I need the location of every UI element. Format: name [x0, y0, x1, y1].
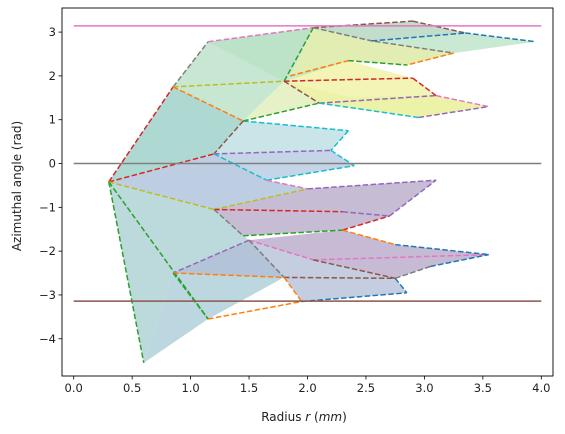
- edge-line-32: [108, 181, 215, 211]
- edge-line-13: [284, 77, 413, 82]
- edge-line-22: [213, 120, 244, 155]
- x-axis-title-unit-close: ): [342, 410, 347, 424]
- region-polygon-1: [108, 153, 308, 210]
- edge-line-9: [289, 59, 349, 77]
- x-axis-title-unit-open: (: [310, 410, 319, 424]
- x-tick-label: 4.0: [532, 381, 550, 395]
- hline-layer: [73, 25, 542, 302]
- edge-line-36: [388, 179, 437, 217]
- edge-line-27: [108, 153, 215, 183]
- edge-line-26: [330, 149, 355, 167]
- x-axis: 0.0 0.5 1.0 1.5 2.0 2.5 3.0 3.5 4.0: [65, 376, 550, 395]
- edge-line-2: [208, 26, 314, 43]
- x-axis-title: Radius r (mm): [261, 410, 347, 424]
- x-axis-title-var: r: [305, 410, 311, 424]
- edge-line-15: [435, 94, 489, 108]
- edge-line-24: [330, 130, 349, 151]
- edge-line-29: [266, 164, 355, 181]
- polygon-layer: [108, 21, 536, 363]
- edge-line-4: [412, 20, 466, 34]
- region-polygon-9: [214, 121, 349, 154]
- edge-line-47: [394, 277, 408, 294]
- x-tick-label: 0.0: [65, 381, 83, 395]
- edge-line-52: [284, 276, 396, 280]
- edge-line-44: [313, 259, 396, 280]
- y-tick-label: −2: [39, 244, 56, 258]
- edge-line-41: [313, 253, 489, 261]
- region-polygon-6: [214, 180, 437, 236]
- edge-line-53: [283, 276, 303, 302]
- y-tick-label: −1: [39, 200, 56, 214]
- edge-line-23: [243, 102, 320, 122]
- edge-line-40: [248, 239, 314, 261]
- edge-line-54: [301, 292, 407, 303]
- x-tick-label: 1.5: [240, 381, 258, 395]
- region-polygon-2: [108, 181, 249, 363]
- x-tick-label: 0.5: [123, 381, 141, 395]
- edge-line-49: [108, 181, 209, 320]
- edge-line-48: [108, 181, 145, 364]
- edge-line-14: [412, 77, 437, 97]
- edge-line-50: [172, 239, 250, 274]
- edge-line-8: [406, 52, 454, 66]
- y-tick-label: 3: [49, 25, 56, 39]
- edge-line-45: [394, 265, 431, 280]
- region-polygon-11: [284, 60, 489, 118]
- edge-line-57: [248, 239, 285, 278]
- edge-line-38: [243, 229, 343, 237]
- x-tick-label: 2.5: [357, 381, 375, 395]
- x-tick-label: 2.0: [298, 381, 316, 395]
- segment-layer: [108, 20, 536, 364]
- edge-line-18: [319, 102, 419, 119]
- edge-line-1: [172, 41, 209, 88]
- edge-line-10: [348, 59, 407, 66]
- y-axis: −4 −3 −2 −1 0 1 2 3: [39, 25, 62, 346]
- x-tick-label: 3.0: [415, 381, 433, 395]
- edge-line-20: [172, 86, 244, 122]
- edge-line-46: [430, 253, 489, 268]
- edge-line-19: [418, 105, 489, 119]
- edge-line-55: [207, 300, 302, 320]
- x-axis-title-prefix: Radius: [261, 410, 305, 424]
- region-polygon-8: [214, 150, 355, 181]
- edge-line-25: [213, 149, 331, 155]
- y-tick-label: 2: [49, 69, 56, 83]
- edge-line-12: [173, 80, 285, 88]
- edge-line-31: [307, 179, 437, 190]
- region-polygon-5: [173, 240, 407, 302]
- edge-line-56: [172, 272, 209, 320]
- region-polygon-13: [290, 27, 454, 76]
- region-polygon-3: [108, 86, 244, 182]
- y-tick-label: 1: [49, 113, 56, 127]
- y-axis-title: Azimuthal angle (rad): [10, 121, 24, 251]
- edge-line-30: [266, 179, 308, 190]
- x-axis-title-unit: mm: [319, 410, 342, 424]
- edge-line-33: [213, 188, 308, 211]
- y-tick-label: −4: [39, 332, 56, 346]
- edge-line-21: [243, 120, 349, 132]
- y-tick-label: −3: [39, 288, 56, 302]
- edge-line-28: [213, 153, 267, 181]
- edge-line-34: [213, 208, 343, 213]
- x-tick-label: 1.0: [181, 381, 199, 395]
- edge-line-0: [108, 86, 174, 183]
- edge-line-17: [319, 94, 437, 104]
- x-tick-label: 3.5: [474, 381, 492, 395]
- edge-line-16: [283, 80, 320, 104]
- edge-line-5: [465, 32, 536, 43]
- edge-line-42: [342, 229, 396, 246]
- edge-line-51: [173, 272, 285, 279]
- y-tick-label: 0: [49, 157, 56, 171]
- edge-line-39: [342, 215, 390, 231]
- edge-line-37: [213, 208, 244, 237]
- edge-line-11: [283, 27, 314, 82]
